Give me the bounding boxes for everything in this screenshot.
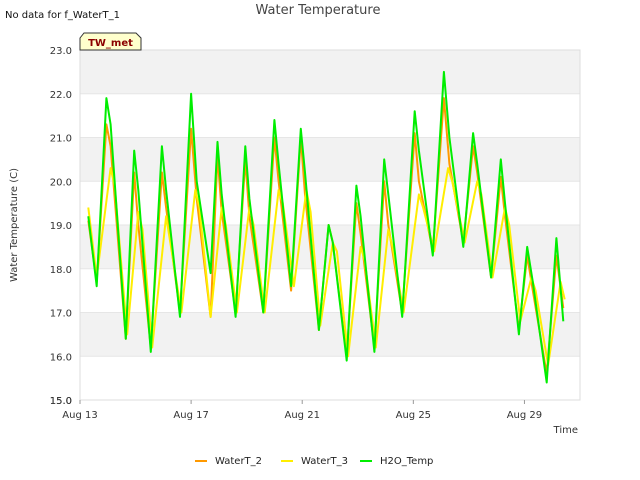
badge-label: TW_met [88,38,133,49]
plot-area [79,49,581,401]
legend: WaterT_2 WaterT_3 H2O_Temp [195,456,433,467]
x-axis-label: Time [553,425,578,436]
legend-label-h2o-temp: H2O_Temp [380,456,433,467]
series-lines [87,70,566,384]
y-tick-label: 18.0 [50,265,72,276]
grid-band [80,50,580,94]
series-line-h2o-temp [87,70,565,384]
grid-band [80,312,580,357]
y-tick-label: 22.0 [50,90,72,101]
x-tick-label: Aug 21 [285,410,320,421]
y-axis-label: Water Temperature (C) [9,168,20,282]
chart-title: Water Temperature [256,3,381,18]
y-tick-label: 17.0 [50,309,72,320]
grid-band [80,137,580,182]
y-tick-label: 23.0 [50,46,72,57]
y-tick-label: 20.0 [50,177,72,188]
x-tick-label: Aug 17 [173,410,208,421]
x-tick-label: Aug 29 [507,410,542,421]
plot-border [79,49,581,401]
legend-label-watert-2: WaterT_2 [215,456,262,467]
badge: TW_met [79,32,142,51]
y-axis-ticks: 15.015.016.017.018.019.020.021.022.023.0 [50,46,72,407]
no-data-note: No data for f_WaterT_1 [5,10,120,21]
y-tick-label: 15.0 [50,396,72,407]
y-tick-label: 15.0 [50,396,72,407]
x-axis-ticks: Aug 13 Aug 17 Aug 21 Aug 25 Aug 29 [62,400,542,421]
y-tick-label: 19.0 [50,221,72,232]
y-tick-label: 16.0 [50,352,72,363]
legend-label-watert-3: WaterT_3 [301,456,348,467]
x-tick-label: Aug 25 [396,410,431,421]
x-tick-label: Aug 13 [62,410,97,421]
y-tick-label: 21.0 [50,134,72,145]
